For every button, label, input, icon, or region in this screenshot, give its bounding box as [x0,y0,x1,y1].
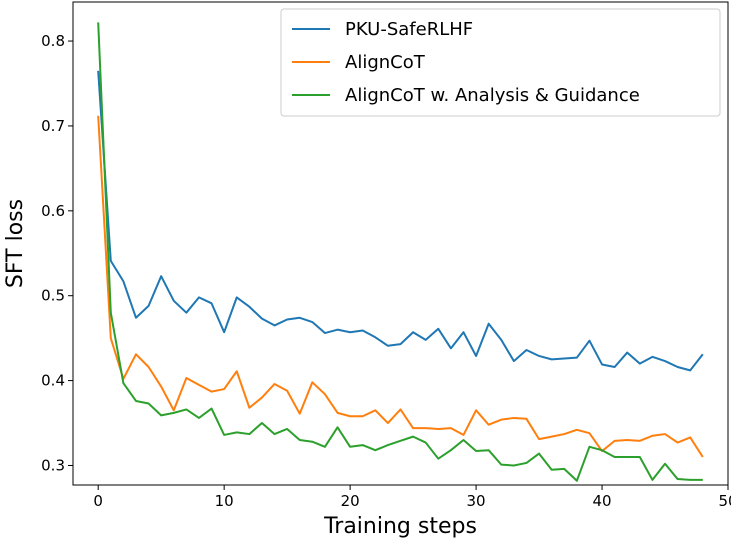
legend-label-2: AlignCoT [345,52,426,73]
y-tick-label: 0.5 [41,287,65,305]
series-layer [97,22,704,482]
x-axis-title: Training steps [323,514,477,539]
x-tick-label: 40 [592,492,611,510]
legend-label-1: PKU-SafeRLHF [345,19,473,40]
legend: PKU-SafeRLHF AlignCoT AlignCoT w. Analysis… [280,8,721,117]
series-line-3 [97,22,703,482]
y-tick-label: 0.3 [41,456,65,474]
x-tick-label: 50 [718,492,731,510]
legend-items: PKU-SafeRLHF AlignCoT AlignCoT w. Analysis… [292,19,640,106]
y-tick-label: 0.8 [41,32,65,50]
x-tick-label: 30 [467,492,486,510]
x-tick-label: 20 [341,492,360,510]
plot-frame [72,1,729,486]
y-tick-label: 0.4 [41,372,65,390]
legend-box [280,8,721,117]
y-tick-label: 0.7 [41,117,65,135]
ticks-layer: 0 10 20 30 40 50 0.3 0.4 0.5 0.6 0.7 0.8 [41,32,731,510]
series-line-2 [97,115,704,458]
y-tick-label: 0.6 [41,202,65,220]
x-tick-label: 0 [93,492,103,510]
y-axis-title: SFT loss [3,199,28,288]
series-line-1 [97,70,704,372]
legend-label-3: AlignCoT w. Analysis & Guidance [345,85,640,106]
x-tick-label: 10 [215,492,234,510]
